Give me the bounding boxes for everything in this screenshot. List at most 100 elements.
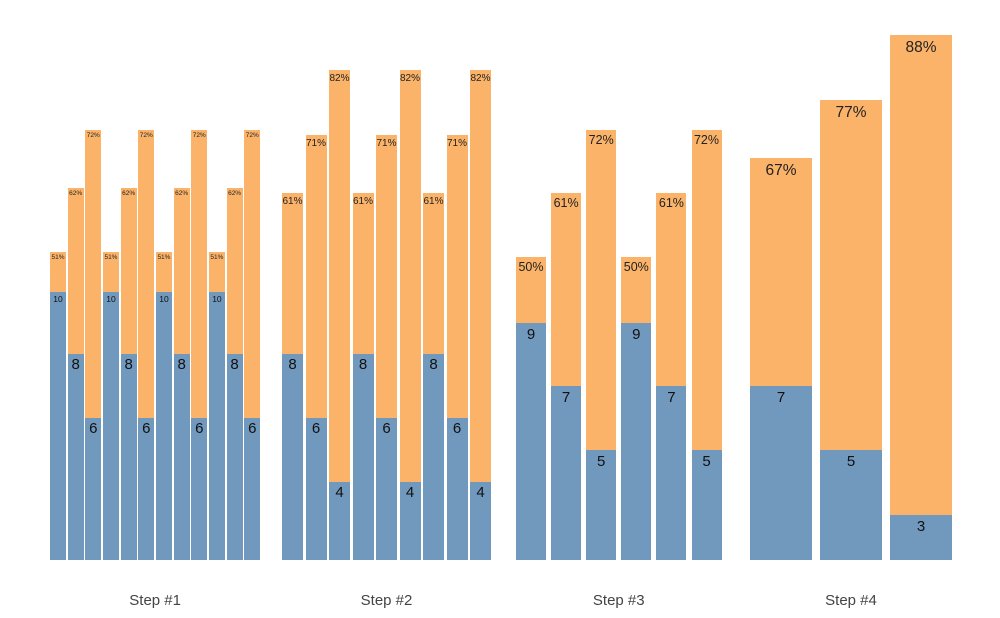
bar-top-segment: 62% bbox=[67, 188, 84, 355]
bar-bottom-segment: 6 bbox=[305, 418, 327, 560]
bar-top-segment: 71% bbox=[446, 135, 468, 419]
bar-percent-label: 77% bbox=[835, 103, 867, 121]
bar-bottom-segment: 8 bbox=[282, 354, 303, 560]
bar-top-segment: 72% bbox=[691, 129, 722, 450]
bar-bottom-segment: 10 bbox=[102, 291, 119, 560]
stacked-bar: 82% 4 bbox=[470, 70, 491, 560]
bar-bottom-segment: 8 bbox=[352, 354, 374, 560]
bar-bottom-segment: 10 bbox=[155, 291, 172, 560]
stacked-bar: 50% 9 bbox=[621, 256, 652, 560]
bar-bottom-segment: 6 bbox=[85, 418, 102, 560]
stacked-bar: 71% 6 bbox=[305, 135, 327, 560]
bar-value-label: 9 bbox=[632, 326, 641, 344]
bar-value-label: 4 bbox=[335, 483, 344, 501]
bar-value-label: 6 bbox=[89, 420, 98, 438]
stacked-bar: 72% 6 bbox=[191, 129, 208, 560]
bar-bottom-segment: 5 bbox=[820, 450, 882, 560]
bar-percent-label: 61% bbox=[282, 196, 303, 208]
bar-percent-label: 71% bbox=[376, 138, 397, 149]
bar-top-segment: 61% bbox=[423, 193, 444, 355]
bar-value-label: 6 bbox=[248, 420, 257, 438]
bar-bottom-segment: 4 bbox=[399, 481, 421, 560]
bar-bottom-segment: 8 bbox=[120, 354, 137, 560]
bar-percent-label: 82% bbox=[399, 73, 420, 84]
bar-top-segment: 61% bbox=[656, 193, 687, 386]
bar-value-label: 7 bbox=[561, 388, 571, 406]
bar-bottom-segment: 5 bbox=[691, 449, 722, 560]
bar-value-label: 4 bbox=[405, 483, 415, 501]
bar-percent-label: 82% bbox=[329, 73, 350, 84]
bar-value-label: 8 bbox=[358, 356, 368, 374]
bar-top-segment: 72% bbox=[586, 129, 617, 450]
bar-top-segment: 61% bbox=[282, 193, 303, 355]
bar-percent-label: 51% bbox=[51, 253, 65, 261]
bar-percent-label: 61% bbox=[423, 196, 444, 208]
bar-percent-label: 62% bbox=[69, 190, 83, 198]
stacked-bar: 61% 7 bbox=[551, 193, 582, 560]
stacked-bar: 50% 9 bbox=[516, 256, 546, 560]
bar-percent-label: 61% bbox=[553, 196, 579, 211]
bar-value-label: 10 bbox=[53, 293, 63, 304]
stacked-bar: 62% 8 bbox=[226, 188, 243, 560]
stacked-bar: 51% 10 bbox=[208, 251, 225, 560]
bar-percent-label: 51% bbox=[210, 253, 224, 261]
bar-value-label: 8 bbox=[177, 356, 186, 374]
stacked-bar: 82% 4 bbox=[329, 70, 350, 560]
bar-percent-label: 62% bbox=[228, 190, 242, 198]
bar-bottom-segment: 8 bbox=[226, 354, 243, 560]
bar-bottom-segment: 6 bbox=[138, 418, 155, 560]
bar-value-label: 5 bbox=[702, 452, 711, 470]
bar-top-segment: 88% bbox=[890, 35, 952, 515]
stacked-bar: 77% 5 bbox=[820, 100, 882, 560]
stacked-bar: 51% 10 bbox=[102, 251, 119, 560]
stacked-bar: 71% 6 bbox=[446, 135, 468, 560]
bar-top-segment: 67% bbox=[750, 158, 812, 386]
bar-bottom-segment: 6 bbox=[376, 418, 397, 560]
bar-top-segment: 51% bbox=[208, 251, 225, 292]
bar-top-segment: 50% bbox=[621, 256, 652, 324]
bar-value-label: 3 bbox=[916, 517, 926, 535]
bar-top-segment: 62% bbox=[173, 188, 190, 355]
stacked-bar: 51% 10 bbox=[50, 251, 66, 560]
stacked-bar: 62% 8 bbox=[67, 188, 84, 560]
stacked-bar: 51% 10 bbox=[155, 251, 172, 560]
bar-bottom-segment: 4 bbox=[329, 481, 350, 560]
stacked-bar: 61% 7 bbox=[656, 193, 687, 560]
bar-value-label: 7 bbox=[776, 388, 786, 406]
bar-top-segment: 82% bbox=[329, 70, 350, 482]
bar-top-segment: 50% bbox=[516, 256, 546, 324]
stacked-bar: 61% 8 bbox=[352, 193, 374, 560]
bar-percent-label: 72% bbox=[139, 131, 153, 139]
bar-percent-label: 62% bbox=[122, 190, 136, 198]
bar-value-label: 7 bbox=[667, 388, 676, 406]
bar-bottom-segment: 3 bbox=[890, 514, 952, 560]
bar-top-segment: 61% bbox=[551, 193, 582, 386]
bar-top-segment: 82% bbox=[399, 70, 421, 482]
bar-bottom-segment: 6 bbox=[446, 418, 468, 560]
bar-percent-label: 50% bbox=[518, 259, 544, 274]
bar-bottom-segment: 9 bbox=[621, 323, 652, 560]
bar-bottom-segment: 10 bbox=[208, 291, 225, 560]
stacked-bar: 61% 8 bbox=[423, 193, 444, 560]
bar-value-label: 6 bbox=[142, 420, 151, 438]
stacked-bar: 67% 7 bbox=[750, 158, 812, 560]
bar-value-label: 9 bbox=[526, 326, 536, 344]
bar-percent-label: 72% bbox=[245, 131, 259, 139]
x-axis-label-step-4: Step #4 bbox=[825, 592, 877, 609]
stacked-bar: 72% 6 bbox=[138, 129, 155, 560]
bar-bottom-segment: 5 bbox=[586, 449, 617, 560]
bar-top-segment: 72% bbox=[138, 129, 155, 419]
bar-percent-label: 61% bbox=[658, 196, 684, 211]
bar-percent-label: 50% bbox=[623, 259, 649, 274]
bar-percent-label: 51% bbox=[157, 253, 171, 261]
bar-percent-label: 72% bbox=[192, 131, 206, 139]
stacked-bar: 61% 8 bbox=[282, 193, 303, 560]
bar-top-segment: 72% bbox=[85, 129, 102, 419]
bar-value-label: 6 bbox=[195, 420, 204, 438]
bar-value-label: 5 bbox=[846, 453, 856, 470]
x-axis-label-step-3: Step #3 bbox=[592, 592, 645, 609]
bar-value-label: 8 bbox=[71, 356, 80, 374]
bar-bottom-segment: 10 bbox=[50, 291, 66, 560]
bar-bottom-segment: 9 bbox=[516, 323, 546, 560]
